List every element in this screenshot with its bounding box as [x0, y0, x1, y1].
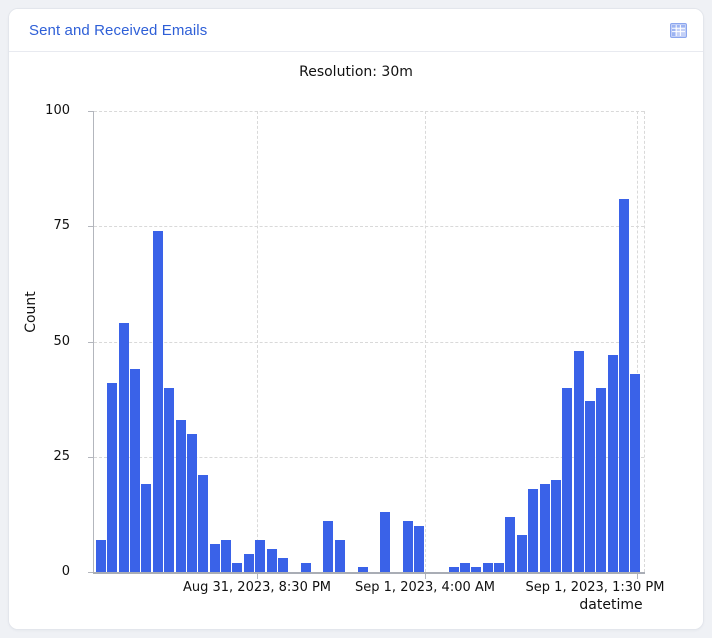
- y-tick-mark: [88, 226, 93, 228]
- bar-5[interactable]: [152, 230, 163, 572]
- y-gridline-100: [94, 111, 644, 112]
- bar-37[interactable]: [516, 535, 527, 572]
- bar-47[interactable]: [630, 373, 641, 572]
- data-table-toggle-button[interactable]: [667, 20, 689, 40]
- bar-34[interactable]: [482, 562, 493, 572]
- y-axis-line: [93, 111, 94, 574]
- bar-39[interactable]: [539, 484, 550, 572]
- y-tick-label: 0: [61, 564, 70, 579]
- x-gridline: [425, 111, 426, 572]
- bar-23[interactable]: [357, 567, 368, 572]
- bar-1[interactable]: [107, 383, 118, 572]
- y-tick-label: 75: [53, 218, 70, 234]
- bar-44[interactable]: [596, 387, 607, 572]
- bar-41[interactable]: [562, 387, 573, 572]
- bar-27[interactable]: [403, 521, 414, 572]
- bar-9[interactable]: [198, 475, 209, 572]
- bar-0[interactable]: [96, 539, 106, 572]
- bar-14[interactable]: [255, 539, 266, 572]
- bar-25[interactable]: [380, 512, 391, 572]
- x-gridline: [257, 111, 258, 572]
- email-chart-card: Sent and Received Emails Resolution: 30m…: [8, 8, 704, 630]
- bar-33[interactable]: [471, 567, 482, 572]
- bar-42[interactable]: [573, 350, 584, 572]
- bar-46[interactable]: [619, 198, 630, 572]
- bar-8[interactable]: [186, 433, 197, 572]
- data-table-icon: [669, 22, 687, 38]
- x-tick-mark: [637, 574, 638, 579]
- bar-13[interactable]: [243, 553, 254, 572]
- bar-16[interactable]: [277, 558, 288, 572]
- bar-chart: Resolution: 30m Count 0 25 50 75 100 Aug 31, …: [9, 52, 703, 629]
- bar-32[interactable]: [459, 562, 470, 572]
- y-tick-mark: [88, 456, 93, 458]
- x-tick-mark: [257, 574, 258, 579]
- x-tick-mark: [425, 574, 426, 579]
- bar-20[interactable]: [323, 521, 334, 572]
- bar-40[interactable]: [550, 479, 561, 572]
- bar-6[interactable]: [164, 387, 175, 572]
- y-tick-label: 25: [53, 448, 70, 464]
- bar-45[interactable]: [607, 355, 618, 572]
- bar-7[interactable]: [175, 419, 186, 572]
- y-tick-mark: [88, 111, 93, 112]
- x-tick-label: Sep 1, 2023, 1:30 PM: [525, 580, 665, 595]
- bar-18[interactable]: [300, 562, 311, 572]
- bar-10[interactable]: [209, 544, 220, 572]
- x-tick-label: Sep 1, 2023, 4:00 AM: [355, 580, 495, 595]
- bar-11[interactable]: [221, 539, 232, 572]
- y-gridline-75: [94, 226, 644, 228]
- x-gridline: [637, 111, 638, 572]
- y-tick-label: 50: [53, 333, 70, 349]
- x-axis-line: [93, 572, 645, 574]
- y-gridline-25: [94, 456, 644, 458]
- chart-subtitle: Resolution: 30m: [299, 64, 413, 80]
- y-gridline-50: [94, 341, 644, 343]
- plot-area[interactable]: [94, 111, 645, 572]
- y-tick-mark: [88, 572, 93, 573]
- chart-title: Sent and Received Emails: [29, 21, 208, 39]
- bar-31[interactable]: [448, 567, 459, 572]
- bar-21[interactable]: [334, 539, 345, 572]
- y-tick-label: 100: [45, 103, 70, 118]
- chart-card-header: Sent and Received Emails: [9, 9, 703, 52]
- bar-12[interactable]: [232, 562, 243, 572]
- bar-38[interactable]: [528, 489, 539, 572]
- x-axis-title: datetime: [579, 597, 643, 613]
- bar-36[interactable]: [505, 516, 516, 572]
- x-tick-label: Aug 31, 2023, 8:30 PM: [182, 580, 332, 595]
- bar-3[interactable]: [130, 369, 141, 572]
- bar-43[interactable]: [584, 401, 595, 572]
- plot-right-border: [644, 111, 645, 572]
- bar-35[interactable]: [494, 562, 505, 572]
- bar-4[interactable]: [141, 484, 152, 572]
- y-tick-mark: [88, 341, 93, 343]
- bar-28[interactable]: [414, 525, 425, 572]
- bar-15[interactable]: [266, 548, 277, 572]
- bar-2[interactable]: [118, 323, 129, 572]
